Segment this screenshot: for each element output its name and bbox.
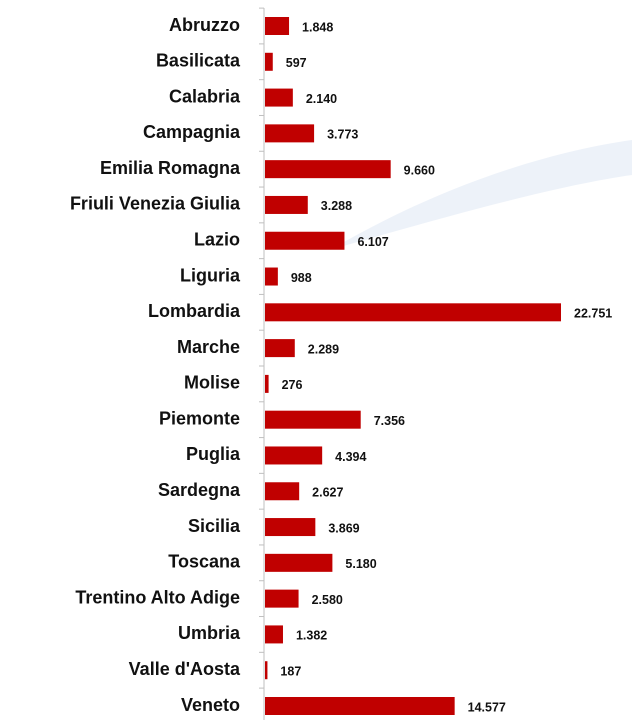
- bar: [265, 88, 293, 107]
- bar: [265, 160, 391, 179]
- category-label: Marche: [177, 337, 240, 357]
- bar: [265, 195, 308, 214]
- value-label: 22.751: [574, 307, 612, 321]
- category-label: Puglia: [186, 444, 241, 464]
- category-label: Lazio: [194, 229, 240, 249]
- value-label: 6.107: [357, 235, 388, 249]
- category-label: Emilia Romagna: [100, 158, 241, 178]
- category-label: Sicilia: [188, 516, 241, 536]
- value-label: 1.848: [302, 20, 333, 34]
- category-label: Calabria: [169, 86, 241, 106]
- bar: [265, 589, 299, 608]
- value-label: 597: [286, 56, 307, 70]
- value-label: 1.382: [296, 629, 327, 643]
- bar: [265, 231, 345, 250]
- value-label: 7.356: [374, 414, 405, 428]
- category-label: Lombardia: [148, 301, 241, 321]
- value-label: 3.869: [328, 521, 359, 535]
- bar: [265, 124, 315, 143]
- bar: [265, 661, 268, 680]
- category-label: Campagnia: [143, 122, 241, 142]
- category-label: Basilicata: [156, 51, 241, 71]
- value-label: 3.288: [321, 199, 352, 213]
- category-label: Toscana: [168, 552, 241, 572]
- category-label: Molise: [184, 373, 240, 393]
- value-label: 2.580: [312, 593, 343, 607]
- category-label: Trentino Alto Adige: [75, 587, 240, 607]
- value-label: 2.627: [312, 486, 343, 500]
- category-label: Veneto: [181, 695, 240, 715]
- value-label: 187: [280, 665, 301, 679]
- bar: [265, 446, 323, 465]
- category-label: Abruzzo: [169, 15, 240, 35]
- value-label: 2.289: [308, 342, 339, 356]
- bar: [265, 518, 316, 537]
- category-label: Liguria: [180, 265, 241, 285]
- bar: [265, 267, 278, 286]
- value-label: 276: [282, 378, 303, 392]
- value-label: 4.394: [335, 450, 366, 464]
- value-label: 14.577: [468, 700, 506, 714]
- value-label: 3.773: [327, 128, 358, 142]
- value-label: 2.140: [306, 92, 337, 106]
- bar: [265, 374, 269, 393]
- bar: [265, 339, 295, 358]
- value-label: 988: [291, 271, 312, 285]
- category-label: Umbria: [178, 623, 241, 643]
- bar: [265, 625, 283, 644]
- bar: [265, 303, 561, 322]
- category-label: Friuli Venezia Giulia: [70, 194, 241, 214]
- category-label: Sardegna: [158, 480, 241, 500]
- bar: [265, 52, 273, 71]
- category-label: Valle d'Aosta: [129, 659, 241, 679]
- value-label: 9.660: [404, 163, 435, 177]
- bar: [265, 410, 361, 429]
- bar: [265, 17, 290, 35]
- bar: [265, 553, 333, 572]
- bar: [265, 482, 300, 501]
- category-label: Piemonte: [159, 408, 240, 428]
- background-swoosh: [330, 140, 632, 250]
- value-label: 5.180: [345, 557, 376, 571]
- bar: [265, 697, 455, 715]
